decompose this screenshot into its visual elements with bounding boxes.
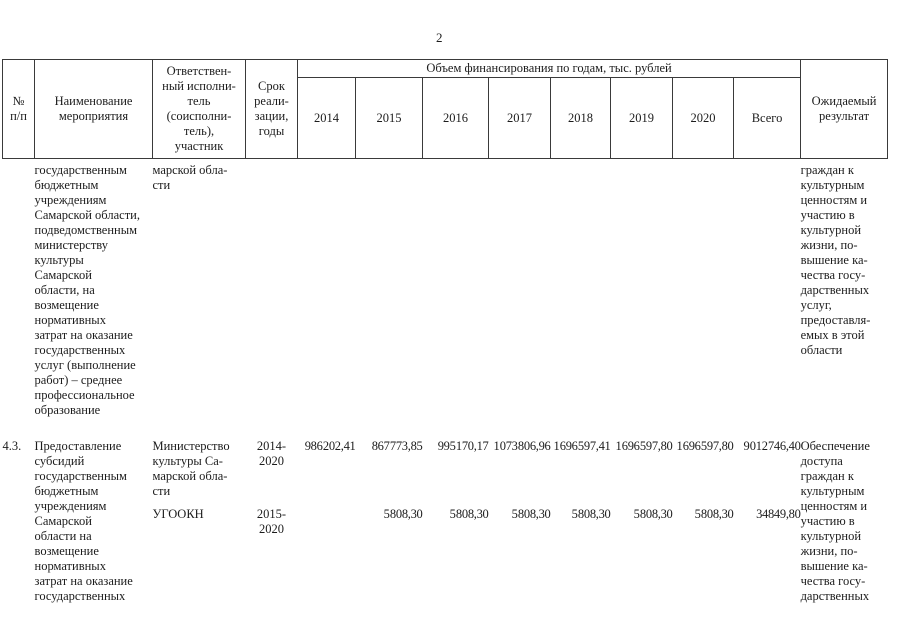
header-year-2020: 2020: [672, 77, 734, 159]
cell-executor: марской обла- сти: [152, 163, 228, 192]
table-row-continuation: государственным бюджетным учреждениям Са…: [3, 159, 888, 435]
header-year-2018: 2018: [550, 77, 611, 159]
cell-value-total: [734, 159, 801, 435]
cell-activity-name: государственным бюджетным учреждениям Са…: [34, 163, 140, 417]
cell-value-2019: 1 696 597,80: [615, 438, 673, 453]
cell-value-2017: 1 073 806,96: [493, 438, 551, 453]
cell-value-2020: [673, 159, 734, 435]
cell-period: 2014- 2020: [256, 438, 287, 468]
cell-value-2016: 995 170,17: [437, 438, 489, 453]
cell-period: [246, 159, 298, 435]
header-year-2014: 2014: [297, 77, 356, 159]
financing-table: № п/п Наименование мероприятия Ответстве…: [2, 59, 889, 640]
cell-value-2017: 5 808,30: [511, 506, 551, 521]
cell-expected-result: граждан к культурным ценностям и участию…: [800, 163, 871, 357]
header-year-2016: 2016: [422, 77, 489, 159]
header-executor: Ответствен- ный исполни- тель (соисполни…: [152, 59, 246, 159]
cell-value-2016: 5 808,30: [449, 506, 489, 521]
cell-expected-result: Обеспечение доступа граждан к культурным…: [800, 438, 870, 603]
cell-activity-name: Предоставление субсидий государственным …: [34, 438, 133, 603]
cell-value-2019: 5 808,30: [633, 506, 673, 521]
cell-value-2016: [423, 159, 489, 435]
cell-value-2018: 1 696 597,41: [553, 438, 611, 453]
cell-value-2014: [298, 503, 356, 640]
cell-value-2018: [551, 159, 611, 435]
cell-value-2014: [298, 159, 356, 435]
header-year-total: Всего: [732, 77, 802, 159]
cell-value-2015: 5 808,30: [383, 506, 423, 521]
cell-executor: УГООКН: [152, 506, 204, 521]
cell-period: 2015- 2020: [256, 506, 287, 536]
cell-value-total: 9 012 746,40: [743, 438, 801, 453]
cell-value-2019: [611, 159, 673, 435]
header-expected-result: Ожидаемый результат: [800, 59, 889, 159]
page-number: 2: [436, 30, 443, 45]
cell-row-number: [3, 159, 35, 435]
header-activity-name: Наименование мероприятия: [34, 59, 153, 159]
cell-value-2020: 5 808,30: [694, 506, 734, 521]
cell-value-2018: 5 808,30: [571, 506, 611, 521]
table-row-4-3: 4.3. Предоставление субсидий государстве…: [3, 435, 888, 603]
header-financing-title: Объем финансирования по годам, тыс. рубл…: [296, 59, 802, 78]
table-row-4-3-ugookn: УГООКН 2015- 2020 5 808,30 5 808,30 5 80…: [3, 503, 888, 640]
header-period: Срок реали- зации, годы: [245, 59, 298, 159]
cell-executor: Министерство культуры Са- марской обла- …: [152, 438, 230, 498]
header-year-2017: 2017: [488, 77, 551, 159]
cell-value-2015: [356, 159, 423, 435]
cell-value-2020: 1 696 597,80: [676, 438, 734, 453]
cell-value-2014: 986 202,41: [304, 438, 356, 453]
header-year-2019: 2019: [610, 77, 673, 159]
header-year-2015: 2015: [355, 77, 423, 159]
cell-value-2017: [489, 159, 551, 435]
header-num: № п/п: [2, 59, 35, 159]
cell-value-2015: 867 773,85: [371, 438, 423, 453]
cell-value-total: 34849,80: [756, 506, 801, 521]
cell-row-number: 4.3.: [2, 438, 22, 453]
